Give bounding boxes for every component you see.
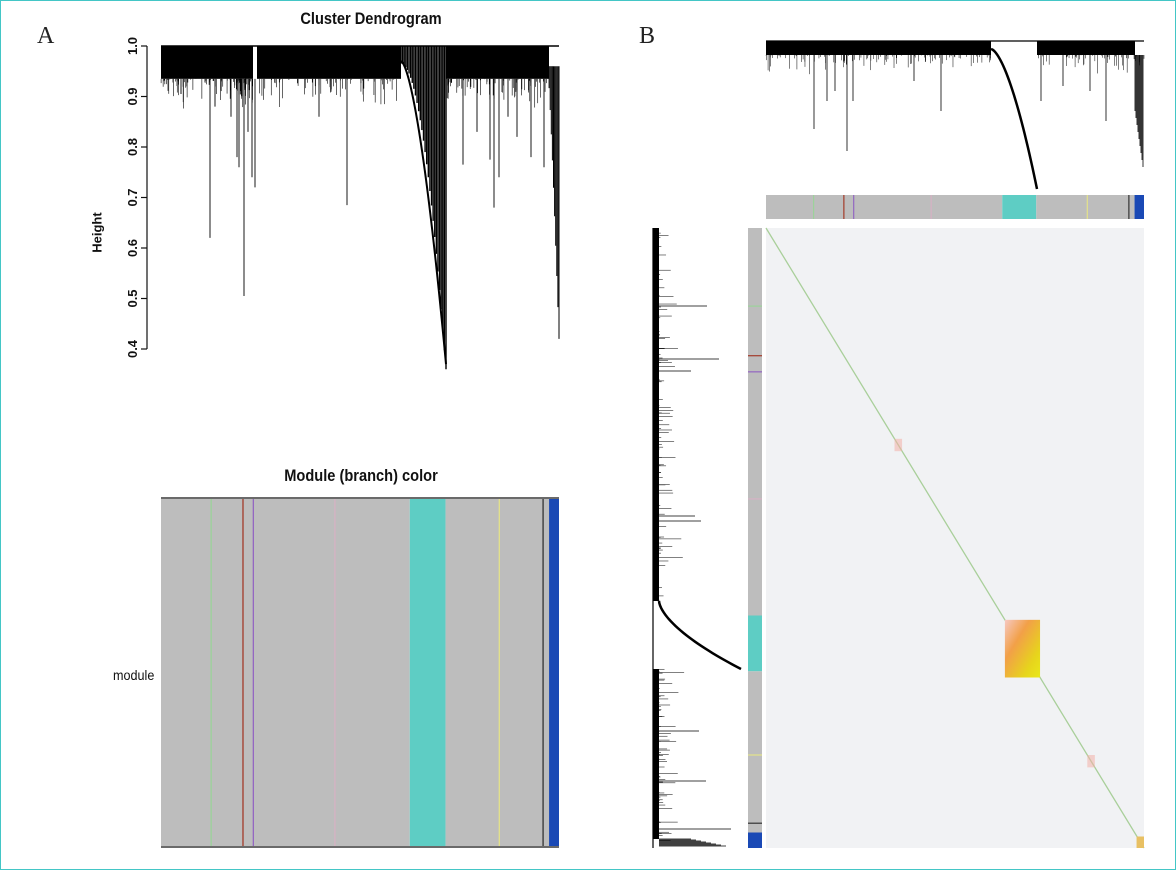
svg-text:0.4: 0.4: [125, 339, 140, 358]
svg-text:0.9: 0.9: [125, 87, 140, 105]
module-segment-grey: [445, 499, 550, 846]
svg-text:0.8: 0.8: [125, 138, 140, 156]
y-tick-label: 0.4: [125, 339, 140, 358]
module-segment-blue: [549, 499, 559, 846]
top-dendrogram-leaf-block: [858, 41, 991, 55]
heatmap-block-small-2: [1087, 755, 1095, 768]
svg-text:0.6: 0.6: [125, 239, 140, 257]
left-bar-segment-grey: [748, 228, 762, 616]
y-tick-label: 0.6: [125, 239, 140, 257]
y-tick-label: 1.0: [125, 37, 140, 55]
left-dendrogram-leaf-block: [653, 373, 659, 601]
tom-heatmap: [765, 227, 1145, 849]
heatmap-diagonal: [765, 227, 1145, 849]
top-dendrogram-leaf-block: [1037, 41, 1135, 55]
top-dendrogram: [765, 40, 1145, 190]
dendrogram-y-axis: 1.0 0.9 0.8 0.7 0.6 0.5 0.4: [125, 37, 148, 358]
heatmap-block-small-1: [894, 438, 903, 452]
dendrogram-leaf-block: [233, 46, 253, 79]
top-bar-segment-grey: [1036, 195, 1135, 219]
y-tick-label: 0.7: [125, 188, 140, 206]
top-bar-segment-blue: [1134, 195, 1144, 219]
top-bar-segment-turquoise: [1002, 195, 1037, 219]
y-tick-label: 0.5: [125, 289, 140, 307]
dendrogram-leaf-block: [446, 46, 549, 79]
top-module-color-bar: [766, 195, 1144, 219]
left-dendrogram-turquoise-cascade: [657, 600, 742, 671]
y-tick-label: 0.9: [125, 87, 140, 105]
svg-text:1.0: 1.0: [125, 37, 140, 55]
module-segment-turquoise: [409, 499, 446, 846]
left-dendrogram-leaf-block: [653, 669, 659, 839]
left-module-color-bar: [748, 228, 762, 848]
panel-label-a: A: [37, 23, 55, 49]
left-bar-segment-turquoise: [748, 615, 762, 672]
module-row-label: module: [113, 667, 155, 683]
svg-text:0.5: 0.5: [125, 289, 140, 307]
svg-text:0.7: 0.7: [125, 188, 140, 206]
module-color-title: Module (branch) color: [284, 466, 438, 485]
module-segment-grey: [161, 499, 410, 846]
dendrogram-title: Cluster Dendrogram: [300, 9, 442, 28]
turquoise-cascade: [400, 60, 447, 365]
left-bar-segment-grey: [748, 671, 762, 833]
dendrogram-tree: [160, 45, 560, 370]
heatmap-block-turquoise: [1004, 619, 1041, 678]
left-bar-segment-blue: [748, 832, 762, 848]
dendrogram-leaf-block: [257, 46, 401, 79]
panel-label-b: B: [639, 23, 656, 49]
top-dendrogram-turquoise-cascade: [990, 47, 1039, 190]
left-dendrogram-leaf-block: [653, 228, 659, 373]
left-dendrogram: [652, 228, 742, 848]
top-dendrogram-leaf-block: [766, 41, 858, 55]
top-bar-segment-grey: [766, 195, 1003, 219]
dendrogram-leaf-block: [161, 46, 233, 79]
y-tick-label: 0.8: [125, 138, 140, 156]
heatmap-block-blue: [1136, 836, 1144, 848]
